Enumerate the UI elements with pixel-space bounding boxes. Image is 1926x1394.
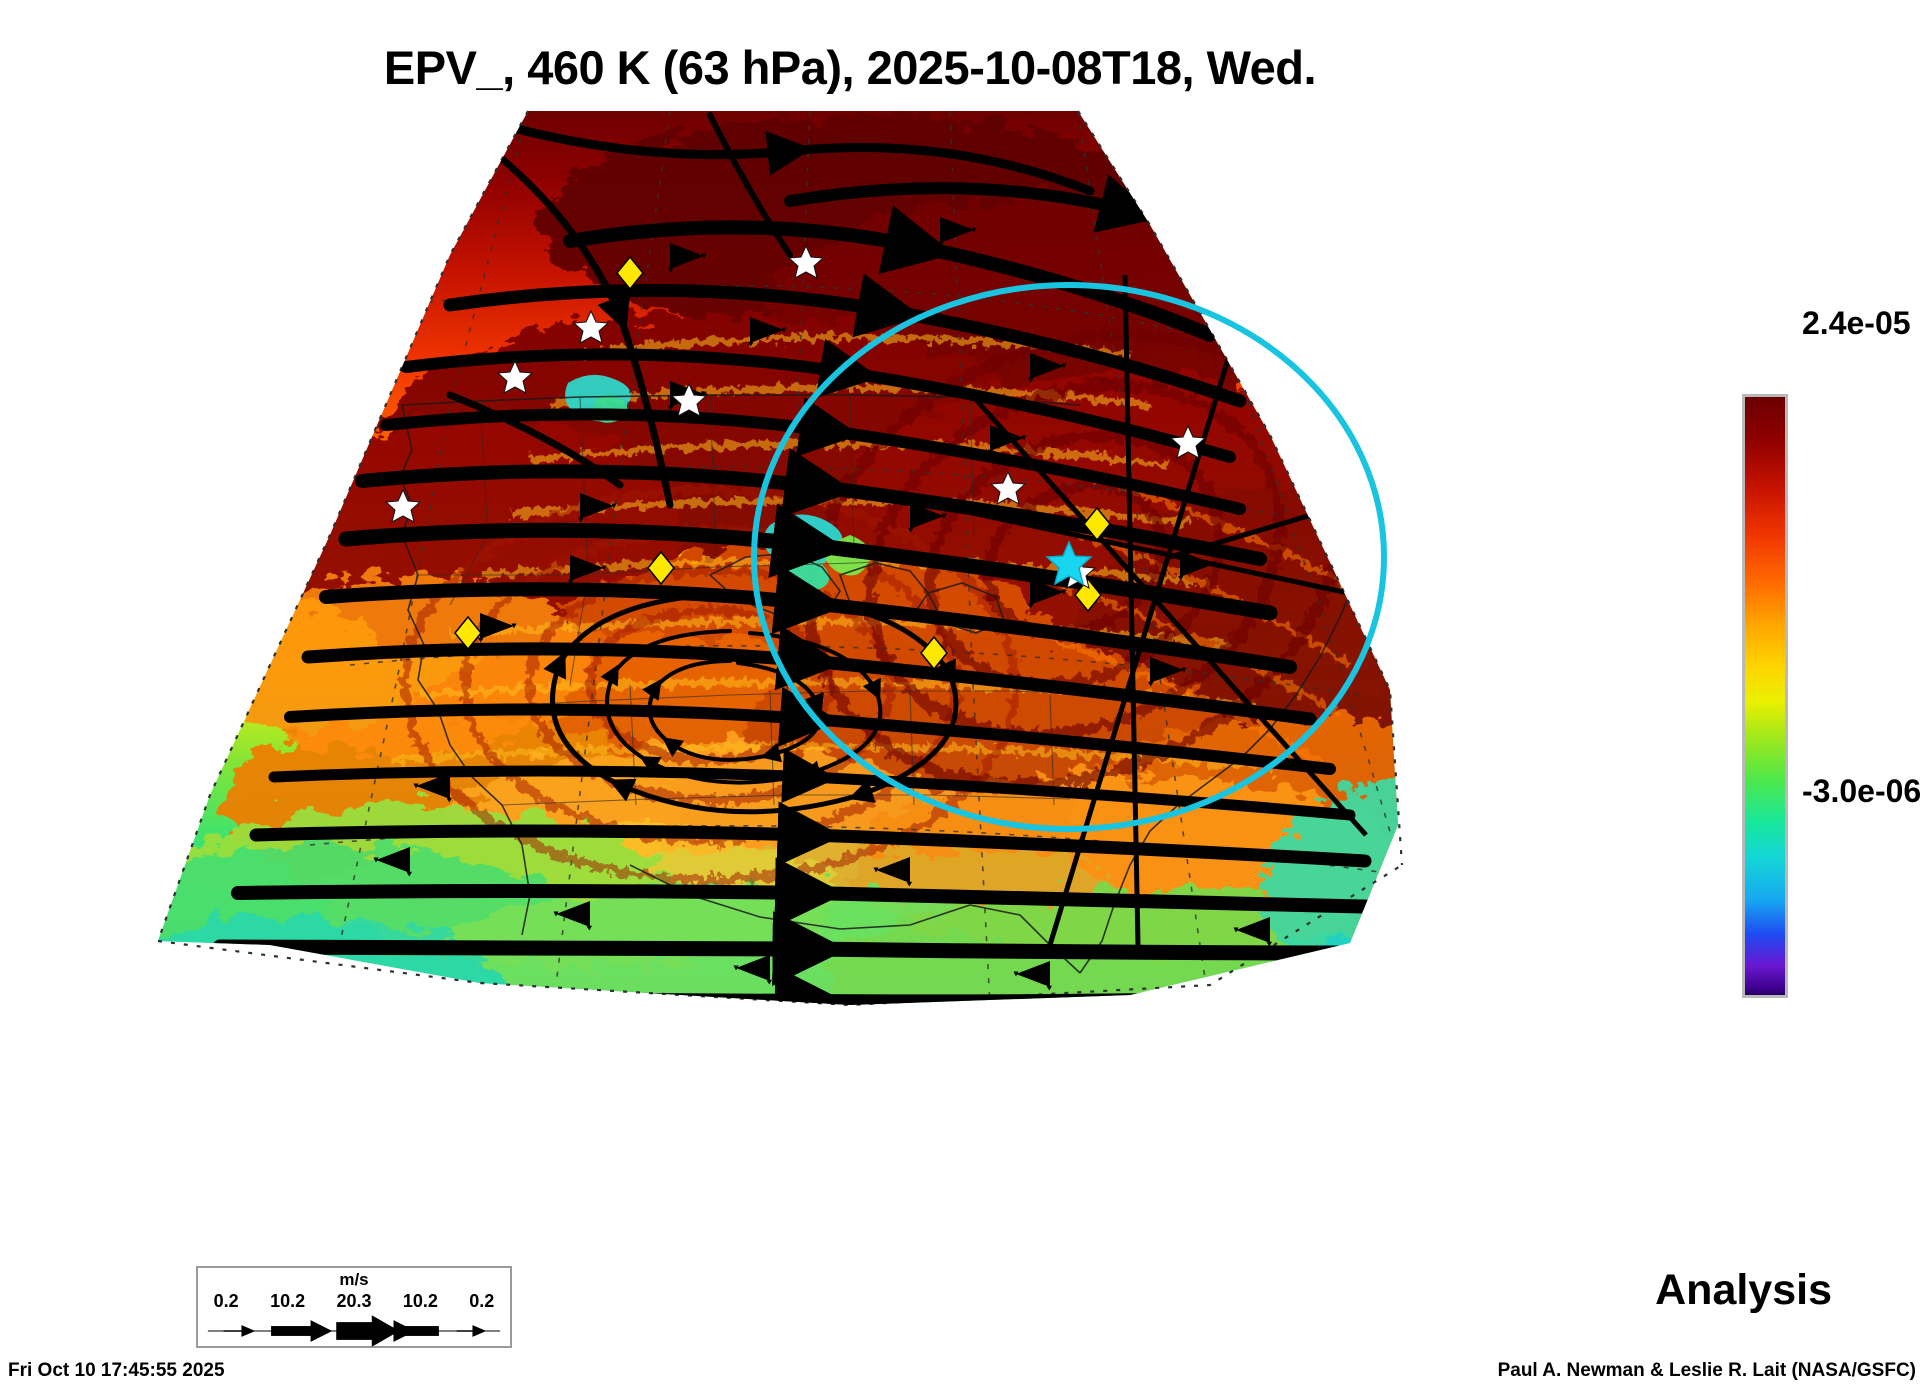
- author-credit: Paul A. Newman & Leslie R. Lait (NASA/GS…: [1497, 1360, 1916, 1381]
- wind-legend-units-label: m/s: [339, 1270, 369, 1289]
- wind-legend-tick-2: 20.3: [336, 1291, 372, 1311]
- radial-tracks[interactable]: [849, 274, 1405, 946]
- wind-legend-tick-row: 0.2 10.2 20.3 10.2 0.2: [198, 1291, 510, 1312]
- colorbar-max-label: 2.4e-05: [1802, 305, 1911, 341]
- range-ring: [751, 282, 1387, 832]
- analysis-label: Analysis: [1655, 1266, 1832, 1314]
- wind-legend-tick-3: 10.2: [402, 1291, 438, 1311]
- generation-timestamp: Fri Oct 10 17:45:55 2025: [8, 1360, 225, 1381]
- wind-legend-tick-4: 0.2: [469, 1291, 495, 1311]
- colorbar[interactable]: [1742, 394, 1788, 998]
- colorbar-min-label: -3.0e-06: [1802, 773, 1922, 809]
- station-markers[interactable]: [384, 244, 1207, 671]
- wind-speed-legend: m/s 0.2 10.2 20.3 10.2 0.2: [196, 1266, 512, 1348]
- yellow-diamond-marker: [454, 255, 1111, 671]
- map-boundary: [156, 110, 1404, 1007]
- wind-legend-tick-0: 0.2: [213, 1291, 239, 1311]
- white-star-marker: [384, 244, 1207, 589]
- wind-legend-arrow-scale: [207, 1315, 501, 1347]
- cyan-star-marker[interactable]: [1045, 540, 1093, 586]
- colorbar-gradient: [1742, 394, 1788, 998]
- page-title: EPV_, 460 K (63 hPa), 2025-10-08T18, Wed…: [383, 41, 1317, 94]
- map-plot-area[interactable]: [150, 105, 1550, 1025]
- wind-legend-tick-1: 10.2: [270, 1291, 306, 1311]
- map-panel[interactable]: [150, 105, 1550, 1025]
